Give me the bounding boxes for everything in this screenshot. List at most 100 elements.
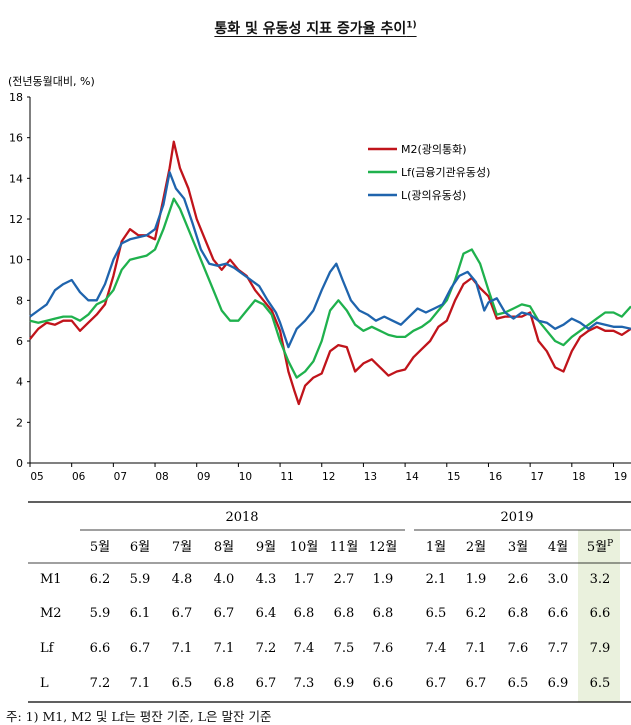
table-cell: 1.7 [294, 572, 315, 587]
table-cell: 6.8 [373, 606, 394, 621]
x-tick-label: 08 [155, 471, 168, 483]
table-cell: 2.6 [508, 572, 529, 587]
y-tick-label: 8 [16, 294, 23, 307]
table-cell: 6.8 [508, 606, 529, 621]
month-header: 5월 [90, 540, 110, 555]
table-cell: 2.1 [426, 572, 447, 587]
y-tick-label: 12 [9, 213, 23, 226]
x-tick-label: 16 [489, 471, 503, 483]
x-tick-label: 17 [530, 471, 543, 483]
table-cell: 7.1 [172, 641, 193, 656]
table-cell: 6.2 [466, 606, 487, 621]
table-cell: 7.6 [373, 641, 394, 656]
table-cell: 7.1 [466, 641, 487, 656]
x-tick-label: 12 [322, 471, 335, 483]
y-tick-label: 6 [16, 335, 23, 348]
month-header: 2월 [466, 540, 486, 555]
month-header: 8월 [214, 540, 234, 555]
table-cell: 7.6 [508, 641, 529, 656]
y-tick-label: 10 [9, 254, 23, 267]
table-cell: 6.6 [548, 606, 569, 621]
table-cell: 6.7 [426, 676, 447, 691]
legend-label: M2(광의통화) [401, 143, 467, 156]
month-header: 7월 [172, 540, 192, 555]
x-tick-label: 06 [72, 471, 86, 483]
y-tick-label: 4 [16, 376, 23, 389]
month-header: 12월 [369, 540, 398, 555]
table-cell: 6.5 [426, 606, 447, 621]
x-tick-label: 05 [30, 471, 43, 483]
row-label: M2 [40, 606, 62, 621]
table-cell: 6.5 [172, 676, 193, 691]
table-cell: 6.6 [90, 641, 111, 656]
y-tick-label: 18 [9, 91, 23, 104]
table-cell: 3.2 [590, 572, 611, 587]
row-label: Lf [40, 641, 55, 656]
x-tick-label: 09 [197, 471, 210, 483]
month-header: 4월 [548, 540, 568, 555]
month-header: 11월 [330, 540, 359, 555]
x-tick-label: 14 [405, 471, 419, 483]
y-tick-label: 2 [16, 416, 23, 429]
highlight-column [578, 530, 620, 702]
month-header: 9월 [256, 540, 276, 555]
table-cell: 6.6 [373, 676, 394, 691]
table-cell: 7.2 [256, 641, 277, 656]
table-cell: 6.7 [214, 606, 235, 621]
series-line-3 [29, 171, 631, 349]
x-tick-label: 13 [364, 471, 377, 483]
x-tick-label: 10 [239, 471, 252, 483]
month-header: 10월 [290, 540, 319, 555]
line-chart: (전년동월대비, %) 0 2 4 6 8 10 12 14 16 18 05 06 07 08 09 10 11… [8, 75, 631, 483]
table-cell: 2.7 [334, 572, 355, 587]
table-cell: 6.9 [548, 676, 569, 691]
title-text: 통화 및 유동성 지표 증가율 추이 [214, 21, 407, 37]
table-cell: 7.1 [130, 676, 151, 691]
month-header: 1월 [426, 540, 446, 555]
month-header: 5월P [587, 539, 613, 555]
y-tick-label: 14 [9, 172, 23, 185]
legend-label: Lf(금융기관유동성) [401, 166, 490, 179]
table-cell: 1.9 [466, 572, 487, 587]
footnote: 주: 1) M1, M2 및 Lf는 평잔 기준, L은 말잔 기준 [6, 709, 272, 724]
table-cell: 7.2 [90, 676, 111, 691]
series-line-2 [29, 197, 631, 379]
year-header-2018: 2018 [225, 510, 258, 525]
table-cell: 6.8 [294, 606, 315, 621]
table-cell: 6.8 [214, 676, 235, 691]
table-cell: 6.1 [130, 606, 151, 621]
month-header: 3월 [508, 540, 528, 555]
table-cell: 5.9 [90, 606, 111, 621]
table-cell: 6.7 [130, 641, 151, 656]
table-cell: 7.7 [548, 641, 569, 656]
table-cell: 6.4 [256, 606, 277, 621]
table-cell: 7.5 [334, 641, 355, 656]
data-table: 2018 2019 5월 6월 7월 8월 9월 10월 11월 12월 1월 2월 3월 4월 5월P M1… [28, 501, 631, 703]
x-tick-label: 19 [614, 471, 627, 483]
x-tick-label: 11 [280, 471, 293, 483]
y-axis-label: (전년동월대비, %) [8, 75, 95, 88]
table-cell: 7.4 [426, 641, 447, 656]
table-cell: 4.3 [256, 572, 277, 587]
page-title: 통화 및 유동성 지표 증가율 추이1) [0, 18, 631, 38]
table-cell: 5.9 [130, 572, 151, 587]
table-cell: 6.8 [334, 606, 355, 621]
table-cell: 4.0 [214, 572, 235, 587]
preliminary-mark: P [607, 539, 613, 549]
title-footnote-mark: 1) [406, 20, 417, 31]
table-cell: 6.7 [172, 606, 193, 621]
y-tick-label: 16 [9, 132, 23, 145]
x-tick-label: 18 [572, 471, 585, 483]
table-cell: 6.7 [256, 676, 277, 691]
row-label: M1 [40, 572, 62, 587]
table-cell: 6.7 [466, 676, 487, 691]
table-cell: 7.9 [590, 641, 611, 656]
x-tick-label: 15 [447, 471, 460, 483]
table-cell: 6.5 [590, 676, 611, 691]
table-cell: 1.9 [373, 572, 394, 587]
month-header: 6월 [130, 540, 150, 555]
row-label: L [40, 676, 49, 691]
y-tick-label: 0 [16, 457, 23, 470]
table-cell: 7.4 [294, 641, 315, 656]
